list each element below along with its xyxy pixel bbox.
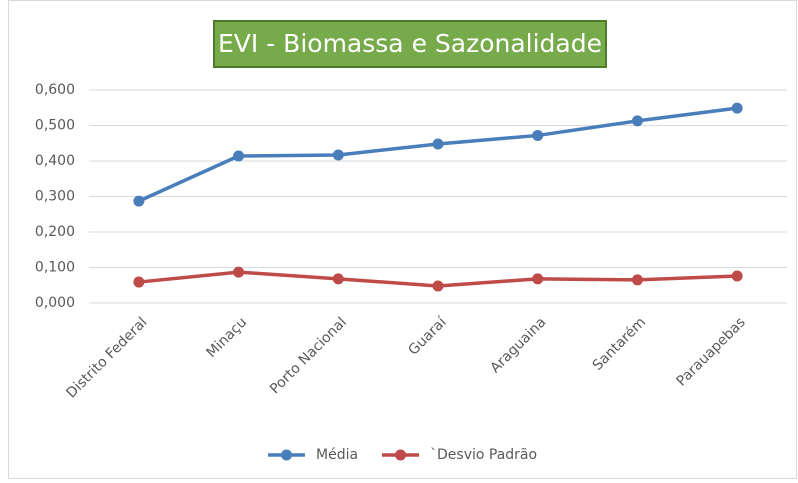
y-tick-label: 0,100 <box>35 260 75 276</box>
data-point <box>233 150 245 162</box>
data-point <box>332 273 344 285</box>
chart-title: EVI - Biomassa e Sazonalidade <box>218 29 602 58</box>
y-tick-label: 0,400 <box>35 153 75 169</box>
y-tick-label: 0,200 <box>35 224 75 240</box>
y-tick-label: 0,000 <box>35 295 75 311</box>
data-point <box>631 115 643 127</box>
data-point <box>133 276 145 288</box>
data-point <box>731 102 743 114</box>
chart-border <box>8 0 797 479</box>
legend-label: `Desvio Padrão <box>430 447 537 463</box>
y-tick-label: 0,300 <box>35 189 75 205</box>
legend-label: Média <box>316 447 358 463</box>
legend-marker <box>395 449 406 461</box>
legend-marker <box>281 449 292 461</box>
y-tick-label: 0,600 <box>35 82 75 98</box>
data-point <box>133 195 145 207</box>
data-point <box>233 266 245 278</box>
data-point <box>532 129 544 141</box>
data-point <box>631 274 643 286</box>
data-point <box>731 270 743 282</box>
data-point <box>432 280 444 292</box>
data-point <box>332 149 344 161</box>
title-box <box>213 20 607 68</box>
data-point <box>532 273 544 285</box>
y-tick-label: 0,500 <box>35 118 75 134</box>
data-point <box>432 138 444 150</box>
